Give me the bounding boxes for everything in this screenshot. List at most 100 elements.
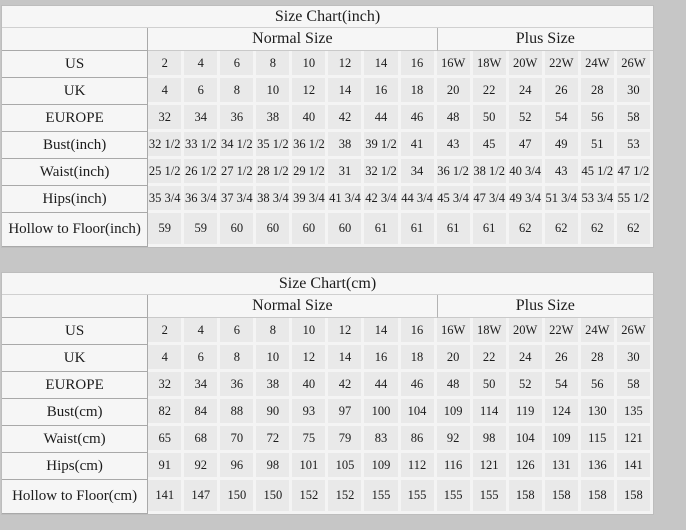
size-cell: 121 <box>616 426 653 453</box>
size-cell: 42 3/4 <box>364 186 401 213</box>
size-cell: 6 <box>184 78 221 105</box>
size-cell: 105 <box>328 453 365 480</box>
size-cell: 130 <box>580 399 617 426</box>
size-cell: 6 <box>220 318 257 345</box>
size-cell: 18W <box>472 318 509 345</box>
size-cell: 61 <box>364 213 401 247</box>
size-cell: 119 <box>508 399 545 426</box>
size-cell: 52 <box>508 372 545 399</box>
size-chart-inch-table: Size Chart(inch) Normal Size Plus Size US 2 4… <box>1 5 654 248</box>
size-cell: 14 <box>328 345 365 372</box>
table-row: Waist(cm) 65 68 70 72 75 79 83 86 92 98 104 109 115 12… <box>2 426 653 453</box>
size-cell: 59 <box>148 213 185 247</box>
table-row: Bust(inch) 32 1/2 33 1/2 34 1/2 35 1/2 36 1/2… <box>2 132 653 159</box>
size-cell: 98 <box>472 426 509 453</box>
size-chart-cm-table: Size Chart(cm) Normal Size Plus Size US 2 4 6 8… <box>1 272 654 515</box>
size-cell: 6 <box>184 345 221 372</box>
table-row: Hips(cm) 91 92 96 98 101 105 109 112 116 121 126 131… <box>2 453 653 480</box>
size-cell: 155 <box>364 480 401 514</box>
size-cell: 92 <box>436 426 473 453</box>
size-cell: 152 <box>328 480 365 514</box>
size-cell: 8 <box>220 345 257 372</box>
size-cell: 158 <box>580 480 617 514</box>
size-cell: 36 <box>220 105 257 132</box>
size-cell: 32 1/2 <box>364 159 401 186</box>
size-cell: 22W <box>544 318 581 345</box>
size-cell: 24W <box>580 51 617 78</box>
size-cell: 50 <box>472 105 509 132</box>
size-cell: 36 3/4 <box>184 186 221 213</box>
group-header-plus-size: Plus Size <box>436 28 653 51</box>
size-cell: 58 <box>616 372 653 399</box>
size-cell: 36 1/2 <box>436 159 473 186</box>
size-cell: 16W <box>436 51 473 78</box>
size-cell: 8 <box>220 78 257 105</box>
size-cell: 43 <box>544 159 581 186</box>
size-cell: 26 <box>544 78 581 105</box>
size-cell: 27 1/2 <box>220 159 257 186</box>
size-cell: 62 <box>544 213 581 247</box>
row-label: US <box>2 318 149 345</box>
size-cell: 62 <box>616 213 653 247</box>
size-cell: 40 <box>292 105 329 132</box>
size-cell: 10 <box>292 51 329 78</box>
size-cell: 126 <box>508 453 545 480</box>
size-cell: 70 <box>220 426 257 453</box>
size-cell: 24 <box>508 78 545 105</box>
size-cell: 158 <box>508 480 545 514</box>
size-cell: 26 1/2 <box>184 159 221 186</box>
size-cell: 38 <box>328 132 365 159</box>
size-cell: 68 <box>184 426 221 453</box>
size-cell: 45 1/2 <box>580 159 617 186</box>
size-cell: 150 <box>256 480 293 514</box>
size-cell: 39 1/2 <box>364 132 401 159</box>
size-cell: 10 <box>292 318 329 345</box>
row-label: Waist(inch) <box>2 159 149 186</box>
size-cell: 101 <box>292 453 329 480</box>
size-cell: 84 <box>184 399 221 426</box>
size-cell: 16 <box>364 345 401 372</box>
size-cell: 8 <box>256 318 293 345</box>
size-cell: 2 <box>148 318 185 345</box>
size-cell: 109 <box>544 426 581 453</box>
size-cell: 91 <box>148 453 185 480</box>
size-cell: 38 <box>256 372 293 399</box>
row-label: EUROPE <box>2 372 149 399</box>
size-cell: 26 <box>544 345 581 372</box>
row-label: US <box>2 51 149 78</box>
size-cell: 61 <box>472 213 509 247</box>
size-cell: 36 1/2 <box>292 132 329 159</box>
size-chart-page: Size Chart(inch) Normal Size Plus Size US 2 4… <box>1 5 654 515</box>
size-cell: 28 <box>580 78 617 105</box>
table-row: Hollow to Floor(cm) 141 147 150 150 152 152 155… <box>2 480 653 514</box>
size-cell: 155 <box>400 480 437 514</box>
size-cell: 62 <box>580 213 617 247</box>
corner-cell <box>2 295 149 318</box>
table-row: Hollow to Floor(inch) 59 59 60 60 60 60 61 61 61 6… <box>2 213 653 247</box>
size-cell: 42 <box>328 372 365 399</box>
size-cell: 34 1/2 <box>220 132 257 159</box>
size-cell: 20W <box>508 51 545 78</box>
row-label: Hollow to Floor(inch) <box>2 213 149 247</box>
size-cell: 32 <box>148 372 185 399</box>
size-cell: 33 1/2 <box>184 132 221 159</box>
size-cell: 98 <box>256 453 293 480</box>
size-cell: 92 <box>184 453 221 480</box>
size-cell: 12 <box>292 78 329 105</box>
size-cell: 48 <box>436 372 473 399</box>
size-cell: 56 <box>580 372 617 399</box>
row-label: Waist(cm) <box>2 426 149 453</box>
size-cell: 18W <box>472 51 509 78</box>
table-row: Waist(inch) 25 1/2 26 1/2 27 1/2 28 1/2 29 1/… <box>2 159 653 186</box>
corner-cell <box>2 28 149 51</box>
size-cell: 62 <box>508 213 545 247</box>
size-cell: 38 3/4 <box>256 186 293 213</box>
size-cell: 16W <box>436 318 473 345</box>
size-cell: 152 <box>292 480 329 514</box>
table-row: UK 4 6 8 10 12 14 16 18 20 22 24 26 28 30 <box>2 345 653 372</box>
size-cell: 53 3/4 <box>580 186 617 213</box>
size-cell: 4 <box>184 51 221 78</box>
size-cell: 109 <box>364 453 401 480</box>
row-label: Hips(inch) <box>2 186 149 213</box>
size-cell: 41 3/4 <box>328 186 365 213</box>
